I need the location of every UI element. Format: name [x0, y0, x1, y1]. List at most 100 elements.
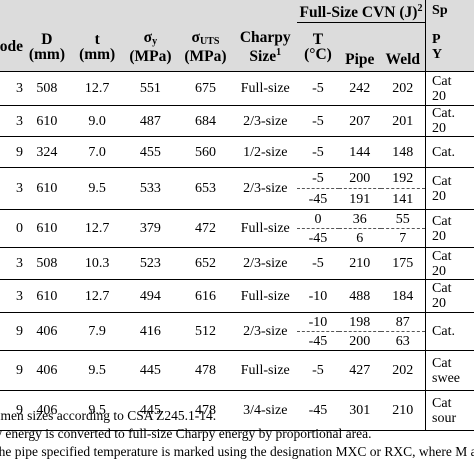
yield-cell: 523: [123, 247, 178, 280]
table-row: -45 200 63: [0, 331, 474, 351]
cvn-group-header: Full-Size CVN (J)2: [296, 0, 426, 23]
test-temperature-cell: -45: [296, 228, 339, 248]
test-temperature-cell: -5: [296, 247, 339, 280]
yield-header: σy (MPa): [123, 22, 178, 72]
thickness-cell: 12.7: [70, 209, 124, 248]
spec-line-1: Cat.: [432, 106, 455, 121]
uts-cell: 616: [177, 279, 234, 313]
spec-line-1: Cat: [432, 248, 452, 264]
spec-line-1: Cat.: [432, 144, 455, 160]
footnote-2: arpy energy is converted to full-size Ch…: [0, 426, 372, 441]
footnote-1: pecimen sizes according to CSA Z245.1-14…: [0, 408, 217, 423]
charpy-size-header: Charpy Size1: [233, 22, 297, 72]
test-temperature-cell: -5: [296, 167, 339, 189]
charpy-size-cell: Full-size: [233, 350, 297, 391]
spec-line-2: 20: [432, 228, 447, 244]
data-table-wrap: Full-Size CVN (J)2 Sp ode D (mm) t (mm) σy…: [0, 0, 474, 431]
weld-energy-cell: 87: [380, 312, 426, 332]
pipe-energy-cell: 6: [339, 228, 381, 248]
table-row: -45 191 141: [0, 188, 474, 210]
uts-cell: 512: [177, 312, 234, 351]
charpy-size-cell: 1/2-size: [233, 136, 297, 168]
charpy-size-cell: 3/4-size: [233, 390, 297, 431]
yield-cell: 487: [123, 105, 178, 137]
yield-cell: 533: [123, 167, 178, 210]
charpy-size-cell: Full-size: [233, 279, 297, 313]
thickness-cell: 9.0: [70, 105, 124, 137]
test-temperature-cell: -5: [296, 136, 339, 168]
test-temperature-cell: -45: [296, 331, 339, 351]
diameter-cell: 406: [22, 350, 71, 391]
diameter-cell: 406: [22, 390, 71, 431]
code-cell: 9: [0, 390, 23, 431]
code-cell: 9: [0, 350, 23, 391]
code-cell: 0: [0, 209, 23, 248]
spec-line-2: 20: [432, 188, 447, 204]
diameter-cell: 508: [22, 71, 71, 106]
spec-cell: Cat swee: [425, 350, 474, 391]
uts-cell: 560: [177, 136, 234, 168]
code-cell: 9: [0, 312, 23, 351]
uts-cell: 675: [177, 71, 234, 106]
yield-cell: 379: [123, 209, 178, 248]
weld-energy-cell: 148: [380, 136, 426, 168]
code-cell: 9: [0, 136, 23, 168]
pipe-energy-cell: 301: [339, 390, 381, 431]
weld-energy-cell: 175: [380, 247, 426, 280]
spec-line-2: 20: [432, 296, 447, 311]
yield-cell: 551: [123, 71, 178, 106]
yield-cell: 494: [123, 279, 178, 313]
test-temperature-cell: -10: [296, 279, 339, 313]
uts-cell: 472: [177, 209, 234, 248]
uts-cell: 478: [177, 350, 234, 391]
charpy-size-cell: Full-size: [233, 209, 297, 248]
spec-line-1: Cat: [432, 73, 452, 89]
temperature-header: T (°C): [296, 22, 339, 72]
code-cell: 3: [0, 279, 23, 313]
test-temperature-cell: -5: [296, 71, 339, 106]
spec-cell: Cat 20: [425, 247, 474, 280]
diameter-cell: 610: [22, 279, 71, 313]
table-row: 9 406 9.5 445 478 3/4-size -45 301 210 Cat sour: [0, 390, 474, 431]
spec-cell: Cat.: [425, 136, 474, 168]
pipe-energy-cell: 200: [339, 331, 381, 351]
pipe-header: Pipe: [339, 22, 381, 72]
uts-cell: 684: [177, 105, 234, 137]
diameter-header: D (mm): [22, 22, 71, 72]
thickness-cell: 9.5: [70, 390, 124, 431]
charpy-size-cell: Full-size: [233, 71, 297, 106]
yield-cell: 455: [123, 136, 178, 168]
thickness-cell: 12.7: [70, 71, 124, 106]
spec-line-2: 20: [432, 121, 447, 136]
table-row: 9 324 7.0 455 560 1/2-size -5 144 148 Cat.: [0, 136, 474, 168]
code-cell: 3: [0, 105, 23, 137]
test-temperature-cell: -45: [296, 188, 339, 210]
diameter-cell: 406: [22, 312, 71, 351]
spec-cell: Cat. 20: [425, 105, 474, 137]
spec-cell: Cat 20: [425, 167, 474, 210]
spec-line-2: sour: [432, 410, 457, 426]
pipe-energy-cell: 207: [339, 105, 381, 137]
pipe-energy-cell: 488: [339, 279, 381, 313]
spec-header-top: Sp: [425, 0, 474, 23]
test-temperature-cell: -10: [296, 312, 339, 332]
table-row: 3 610 9.5 533 653 2/3-size -5 200 192 Cat 20: [0, 167, 474, 210]
spec-line-1: Cat: [432, 395, 452, 411]
spec-line-1: Cat: [432, 173, 452, 189]
footnote-3: .1, the pipe specified temperature is ma…: [0, 444, 474, 459]
spec-cell: Cat sour: [425, 390, 474, 431]
code-cell: 3: [0, 71, 23, 106]
spec-line-2: 20: [432, 263, 447, 279]
diameter-cell: 508: [22, 247, 71, 280]
spec-cell: Cat 20: [425, 71, 474, 106]
weld-energy-cell: 55: [380, 209, 426, 229]
table-row: -45 6 7: [0, 228, 474, 248]
spec-cell: Cat 20: [425, 279, 474, 313]
thickness-cell: 12.7: [70, 279, 124, 313]
thickness-header: t (mm): [70, 22, 124, 72]
weld-energy-cell: 184: [380, 279, 426, 313]
thickness-cell: 9.5: [70, 167, 124, 210]
spec-line-1: Cat: [432, 281, 452, 296]
diameter-cell: 610: [22, 167, 71, 210]
